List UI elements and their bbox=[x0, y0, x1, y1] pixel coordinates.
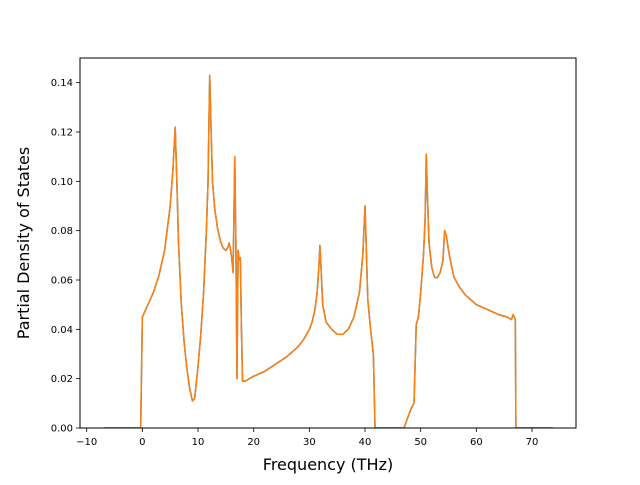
y-tick-label: 0.08 bbox=[51, 226, 73, 237]
y-tick-label: 0.06 bbox=[51, 276, 73, 287]
x-tick-label: 10 bbox=[192, 437, 205, 448]
x-tick-label: 50 bbox=[414, 437, 427, 448]
series-line-2 bbox=[103, 74, 554, 428]
x-tick-label: 60 bbox=[470, 437, 483, 448]
x-tick-label: 0 bbox=[139, 437, 145, 448]
y-tick-label: 0.12 bbox=[51, 128, 73, 139]
y-axis-label: Partial Density of States bbox=[14, 147, 33, 339]
y-tick-label: 0.14 bbox=[51, 78, 73, 89]
x-tick-label: −10 bbox=[76, 437, 97, 448]
plot-area bbox=[80, 58, 576, 428]
y-tick-label: 0.04 bbox=[51, 325, 73, 336]
axes-frame bbox=[79, 57, 577, 429]
y-tick-label: 0.10 bbox=[51, 177, 73, 188]
series-layer bbox=[103, 74, 554, 428]
x-tick-label: 70 bbox=[526, 437, 539, 448]
x-axis-ticks: −10 0 10 20 30 40 50 60 70 bbox=[76, 428, 538, 448]
x-axis-label: Frequency (THz) bbox=[263, 455, 393, 474]
x-tick-label: 20 bbox=[247, 437, 260, 448]
y-axis-ticks: 0.00 0.02 0.04 0.06 0.08 0.10 0.12 0.14 bbox=[51, 78, 80, 435]
x-tick-label: 30 bbox=[303, 437, 316, 448]
y-tick-label: 0.00 bbox=[51, 424, 73, 435]
y-tick-label: 0.02 bbox=[51, 374, 73, 385]
x-tick-label: 40 bbox=[359, 437, 372, 448]
